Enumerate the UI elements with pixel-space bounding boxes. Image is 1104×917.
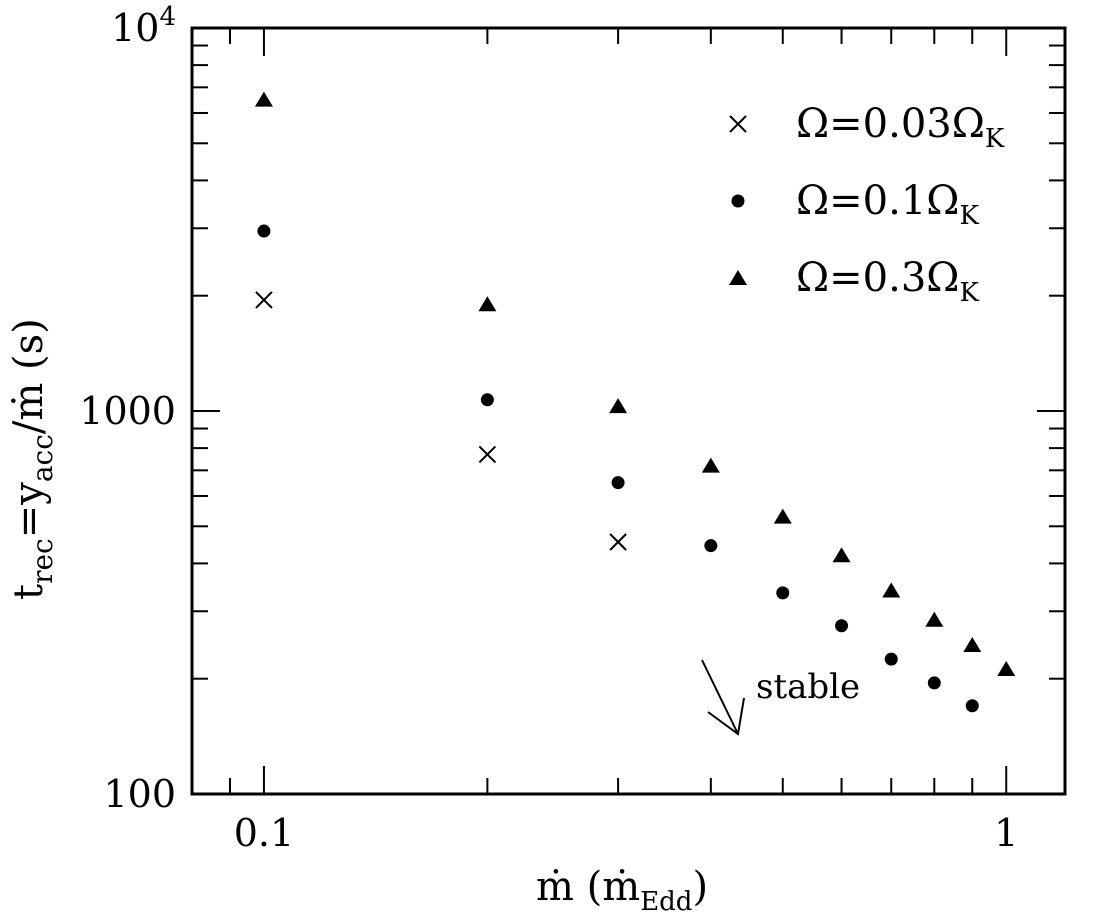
data-point (832, 547, 851, 563)
cross-stroke (255, 291, 273, 309)
axis-ticks (192, 27, 1065, 795)
tick-labels: 0.1 1 100 1000 104 (79, 2, 1018, 855)
data-point (257, 224, 271, 238)
data-point (963, 636, 982, 652)
data-point (609, 398, 628, 414)
y-axis-title: trec=yacc/ṁ (s) (6, 318, 59, 600)
data-point (965, 699, 979, 713)
series-1 (255, 291, 627, 551)
x-axis-title: ṁ (ṁEdd) (536, 864, 708, 917)
data-marks (254, 91, 1016, 713)
legend-label: Ω=0.03ΩK (796, 101, 1005, 154)
data-point (884, 652, 898, 666)
data-point (835, 619, 849, 633)
data-point (480, 393, 494, 407)
data-point (701, 457, 720, 473)
data-point (776, 586, 790, 600)
legend-label: Ω=0.1ΩK (796, 178, 979, 231)
data-point (704, 539, 718, 553)
data-point (925, 611, 944, 627)
stable-arrowhead (707, 697, 745, 736)
legend: Ω=0.03ΩK Ω=0.1ΩK Ω=0.3ΩK (729, 101, 1005, 308)
series-2 (257, 224, 979, 713)
data-point (611, 476, 625, 490)
stable-label: stable (756, 667, 860, 707)
y-tick-label: 104 (111, 2, 176, 50)
data-point (478, 445, 497, 464)
cross-stroke (478, 445, 497, 464)
cross-stroke (729, 115, 747, 133)
stable-arrow (701, 659, 739, 735)
series-3 (254, 91, 1016, 677)
data-point (882, 582, 901, 598)
x-tick-label: 0.1 (234, 811, 294, 855)
legend-marker (729, 115, 747, 133)
x-tick-label: 1 (994, 811, 1018, 855)
data-point (609, 533, 627, 551)
legend-marker (731, 194, 745, 208)
data-point (773, 508, 792, 524)
legend-label: Ω=0.3ΩK (796, 255, 979, 308)
stable-annotation: stable (701, 659, 860, 736)
legend-marker (729, 270, 747, 285)
y-tick-label: 1000 (79, 389, 176, 433)
cross-stroke (609, 533, 627, 551)
data-point (927, 676, 941, 690)
data-point (255, 291, 273, 309)
data-point (997, 661, 1016, 677)
data-point (254, 91, 273, 107)
y-tick-label: 100 (103, 772, 176, 816)
data-point (478, 296, 497, 312)
